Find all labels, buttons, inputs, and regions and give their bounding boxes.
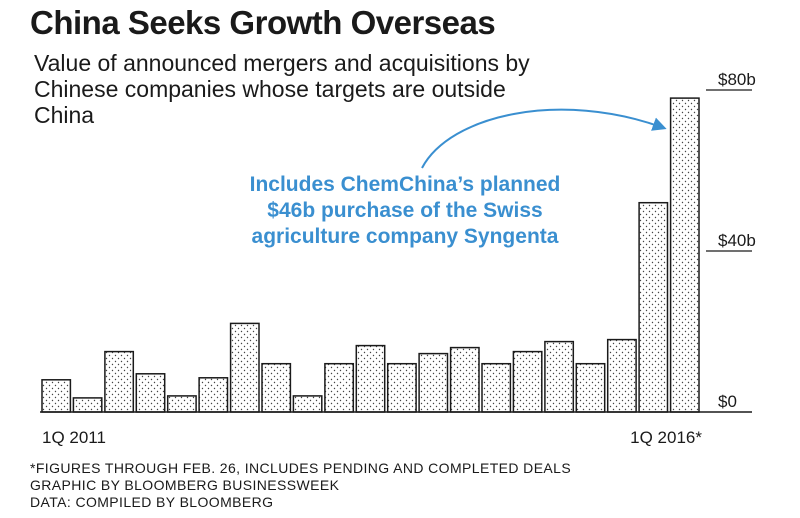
footnote: *FIGURES THROUGH FEB. 26, INCLUDES PENDI…: [30, 460, 572, 476]
bar-16: [512, 350, 543, 413]
bar-10: [324, 362, 355, 413]
chart-subtitle: Value of announced mergers and acquisiti…: [34, 50, 530, 128]
data-credit: DATA: COMPILED BY BLOOMBERG: [30, 494, 274, 510]
bar-15: [481, 362, 512, 413]
bars-group: [40, 97, 752, 413]
bar-21: [669, 97, 700, 413]
y-tick-label: $40b: [718, 231, 756, 250]
bar-11: [355, 344, 386, 413]
bar-18: [575, 362, 606, 413]
graphic-credit: GRAPHIC BY BLOOMBERG BUSINESSWEEK: [30, 477, 340, 493]
bar-20: [638, 201, 669, 413]
bar-13: [418, 352, 449, 413]
bar-4: [135, 373, 166, 413]
bar-3: [104, 350, 135, 413]
y-tick-label: $80b: [718, 70, 756, 89]
y-tick-label: $0: [718, 392, 737, 411]
annotation-arrow: [421, 108, 667, 169]
x-tick-label: 1Q 2016*: [630, 428, 702, 447]
bar-7: [229, 322, 260, 413]
annotation-text: Includes ChemChina’s planned $46b purcha…: [249, 173, 561, 248]
x-tick-label: 1Q 2011: [42, 428, 106, 447]
bar-14: [449, 346, 480, 413]
bar-2: [72, 397, 103, 413]
bar-6: [198, 377, 229, 413]
y-axis-ticks: $0 $40b $80b: [706, 70, 756, 411]
bar-19: [606, 338, 637, 413]
bar-5: [166, 395, 197, 413]
bar-12: [386, 362, 417, 413]
chart-title: China Seeks Growth Overseas: [30, 4, 496, 41]
bar-8: [261, 362, 292, 413]
bar-1: [41, 379, 72, 413]
bar-9: [292, 395, 323, 413]
x-axis-ticks: 1Q 2011 1Q 2016*: [42, 428, 702, 447]
bar-17: [544, 340, 575, 413]
